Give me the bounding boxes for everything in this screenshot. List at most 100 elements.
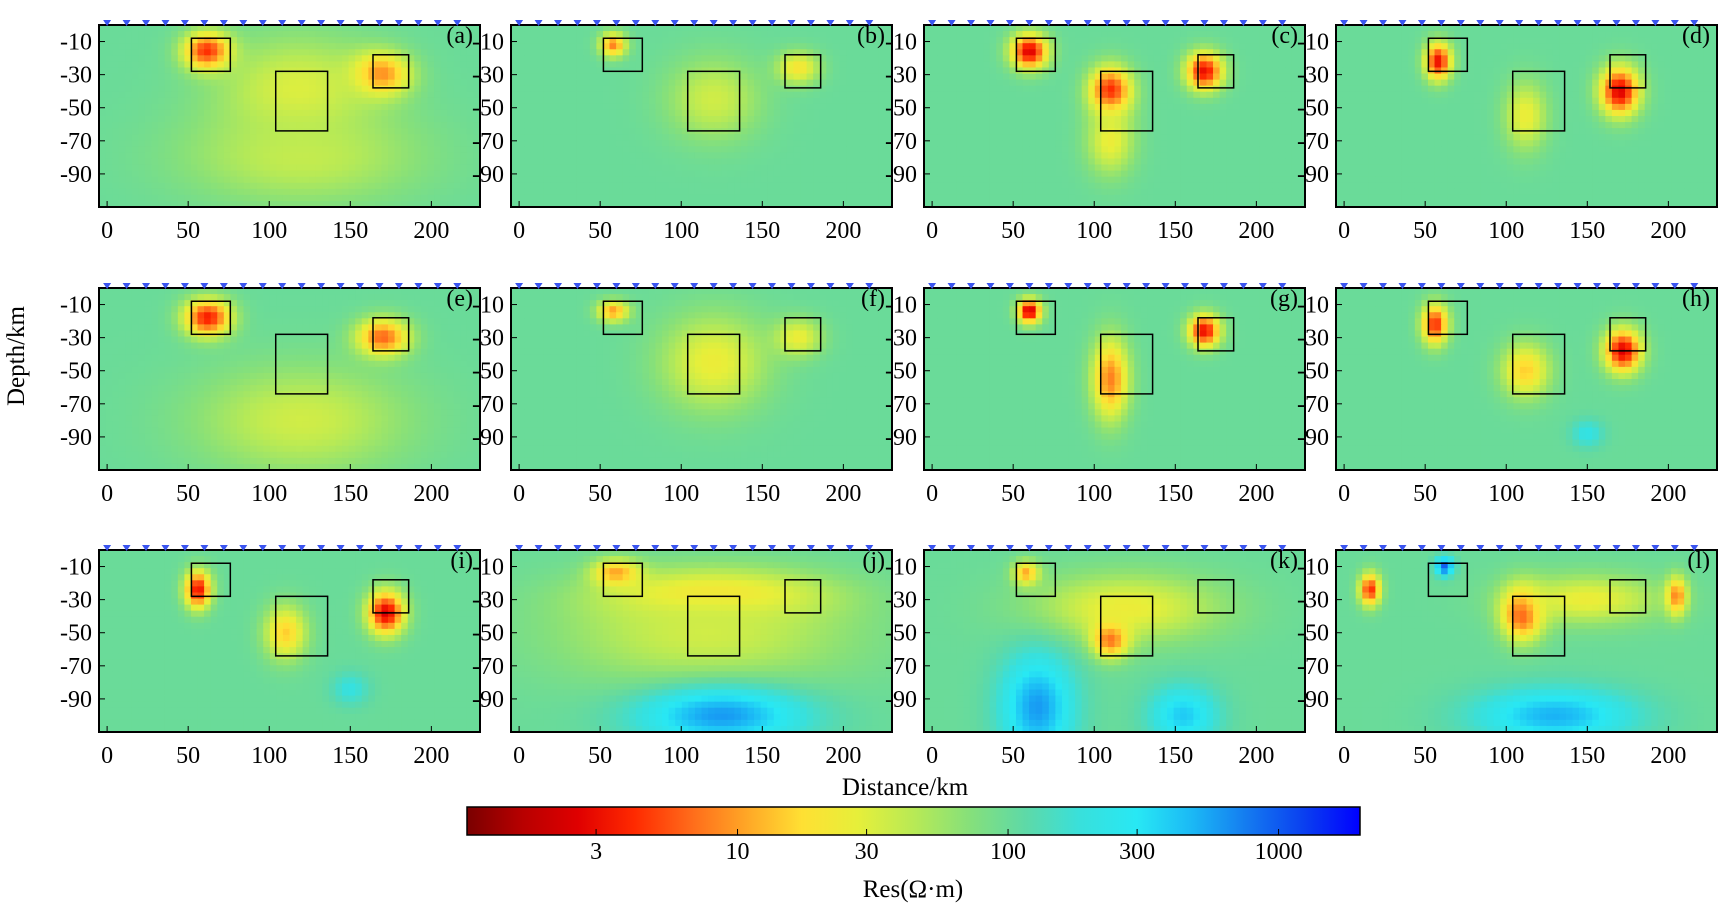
heatmap-cell	[543, 200, 552, 207]
heatmap-cell	[721, 146, 729, 153]
heatmap-cell	[602, 158, 611, 166]
heatmap-cell	[434, 25, 442, 32]
heatmap-cell	[355, 194, 363, 202]
heatmap-cell	[99, 31, 107, 38]
heatmap-cell	[466, 31, 475, 38]
heatmap-cell	[846, 109, 854, 117]
heatmap-cell	[1239, 134, 1247, 141]
heatmap-cell	[394, 25, 402, 32]
heatmap-cell	[543, 164, 552, 172]
heatmap-cell	[760, 109, 768, 117]
heatmap-cell	[826, 176, 834, 184]
heatmap-cell	[616, 91, 624, 99]
heatmap-cell	[635, 200, 643, 207]
heatmap-cell	[819, 188, 827, 196]
heatmap-cell	[773, 103, 781, 111]
heatmap-cell	[813, 91, 821, 99]
heatmap-cell	[734, 103, 742, 111]
heatmap-cell	[596, 152, 604, 160]
heatmap-cell	[563, 134, 571, 141]
heatmap-cell	[576, 176, 584, 184]
heatmap-cell	[473, 128, 480, 135]
heatmap-cell	[158, 55, 166, 62]
heatmap-cell	[616, 103, 624, 111]
heatmap-cell	[348, 43, 356, 50]
station-marker	[336, 20, 345, 26]
heatmap-cell	[937, 61, 945, 69]
heatmap-cell	[1140, 122, 1148, 129]
heatmap-cell	[773, 152, 781, 160]
heatmap-cell	[394, 37, 402, 44]
heatmap-cell	[780, 37, 788, 44]
heatmap-cell	[1081, 134, 1089, 141]
heatmap-cell	[773, 128, 781, 135]
x-tick-label: 0	[513, 218, 525, 244]
heatmap-cell	[1147, 116, 1155, 123]
heatmap-cell	[315, 116, 323, 123]
heatmap-cell	[1101, 140, 1109, 147]
heatmap-cell	[138, 146, 146, 153]
heatmap-cell	[210, 103, 218, 111]
heatmap-cell	[754, 164, 762, 172]
heatmap-cell	[1153, 146, 1162, 153]
heatmap-cell	[950, 67, 958, 75]
heatmap-cell	[511, 37, 519, 44]
heatmap-cell	[1121, 152, 1129, 160]
heatmap-cell	[388, 134, 396, 141]
heatmap-cell	[269, 116, 277, 123]
heatmap-cell	[138, 188, 146, 196]
heatmap-cell	[112, 128, 120, 135]
heatmap-cell	[668, 55, 676, 62]
heatmap-cell	[616, 176, 624, 184]
heatmap-cell	[622, 97, 630, 105]
heatmap-cell	[648, 176, 657, 184]
heatmap-cell	[694, 49, 703, 56]
heatmap-cell	[144, 200, 153, 207]
heatmap-cell	[1075, 128, 1083, 135]
heatmap-cell	[714, 25, 722, 32]
heatmap-cell	[563, 128, 571, 135]
heatmap-cell	[204, 128, 212, 135]
heatmap-cell	[602, 85, 611, 93]
heatmap-cell	[813, 158, 821, 166]
heatmap-cell	[1219, 152, 1227, 160]
heatmap-cell	[1068, 43, 1076, 50]
heatmap-cell	[374, 158, 383, 166]
heatmap-cell	[708, 122, 716, 129]
heatmap-cell	[688, 194, 696, 202]
heatmap-cell	[473, 134, 480, 141]
heatmap-cell	[1048, 37, 1056, 44]
heatmap-cell	[144, 194, 153, 202]
heatmap-cell	[348, 188, 356, 196]
station-marker	[453, 20, 462, 26]
heatmap-cell	[878, 85, 887, 93]
heatmap-cell	[256, 194, 264, 202]
heatmap-cell	[937, 103, 945, 111]
heatmap-cell	[550, 43, 558, 50]
heatmap-cell	[1075, 103, 1083, 111]
heatmap-cell	[780, 49, 788, 56]
heatmap-cell	[374, 61, 383, 69]
heatmap-cell	[256, 31, 264, 38]
heatmap-cell	[342, 31, 350, 38]
heatmap-cell	[447, 188, 455, 196]
heatmap-cell	[1278, 103, 1286, 111]
heatmap-cell	[629, 116, 637, 123]
station-marker	[200, 20, 209, 26]
heatmap-cell	[250, 73, 258, 81]
heatmap-cell	[786, 31, 795, 38]
heatmap-cell	[276, 43, 284, 50]
heatmap-cell	[447, 194, 455, 202]
heatmap-cell	[105, 146, 113, 153]
station-marker	[554, 20, 563, 26]
heatmap-cell	[138, 97, 146, 105]
heatmap-cell	[642, 122, 650, 129]
heatmap-cell	[447, 200, 455, 207]
heatmap-cell	[447, 134, 455, 141]
heatmap-cell	[635, 73, 643, 81]
heatmap-cell	[407, 116, 415, 123]
heatmap-cell	[302, 140, 310, 147]
heatmap-cell	[1259, 109, 1267, 117]
heatmap-cell	[976, 79, 984, 87]
heatmap-cell	[681, 91, 689, 99]
